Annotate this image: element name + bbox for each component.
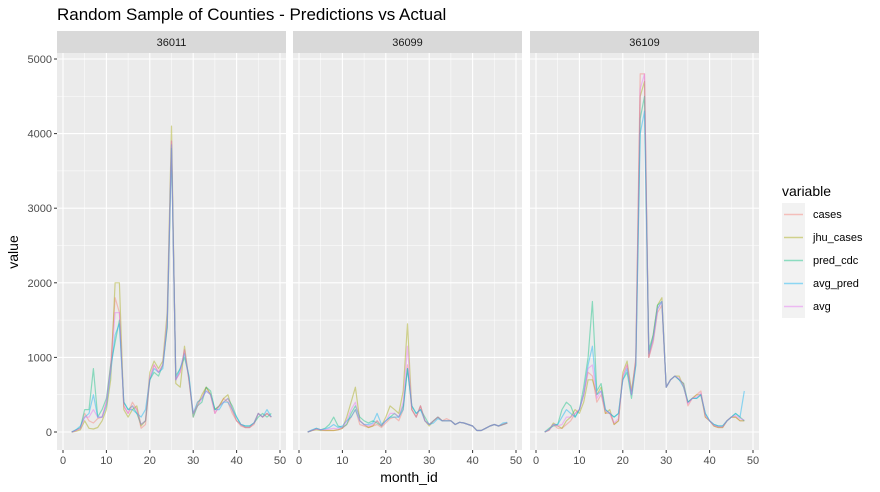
- x-tick-label: 30: [187, 455, 199, 467]
- x-tick-label: 20: [144, 455, 156, 467]
- y-tick-label: 0: [46, 427, 52, 439]
- legend-label: avg: [813, 301, 831, 313]
- series-line-avg: [544, 73, 745, 433]
- x-tick-label: 40: [466, 455, 478, 467]
- facet-strip: [530, 31, 759, 53]
- y-tick-label: 4000: [28, 129, 52, 141]
- series-line-cases: [307, 364, 508, 433]
- facet-strip-label: 36109: [629, 37, 660, 49]
- legend-item-avg_pred: avg_pred: [782, 272, 859, 295]
- series-line-avg: [71, 140, 272, 433]
- chart-title: Random Sample of Counties - Predictions …: [57, 5, 446, 24]
- x-tick-label: 0: [60, 455, 66, 467]
- legend-item-pred_cdc: pred_cdc: [782, 249, 859, 272]
- legend: variable cases jhu_cases pred_cdc avg_preda…: [782, 183, 863, 318]
- series-line-avg: [307, 345, 508, 433]
- series-line-pred_cdc: [71, 147, 272, 433]
- facet-panel-36099: 36099 0 10 20 30 40 50: [293, 31, 522, 467]
- y-tick-label: 1000: [28, 352, 52, 364]
- legend-item-avg: avg: [782, 295, 831, 318]
- facet-panels: 36011 0 10 20 30 40 50 36099 0 10 20 30 40 50 36109 0 10…: [28, 31, 759, 467]
- legend-key: [782, 295, 805, 318]
- legend-key: [782, 226, 805, 249]
- x-tick-label: 50: [274, 455, 286, 467]
- facet-strip: [293, 31, 522, 53]
- x-tick-label: 0: [533, 455, 539, 467]
- x-tick-label: 20: [380, 455, 392, 467]
- series-line-jhu_cases: [71, 125, 272, 433]
- legend-item-cases: cases: [782, 203, 842, 226]
- facet-strip: [57, 31, 286, 53]
- y-tick-label: 2000: [28, 278, 52, 290]
- series-line-cases: [544, 73, 745, 433]
- legend-key: [782, 249, 805, 272]
- facet-panel-36011: 36011 0 10 20 30 40 50: [57, 31, 286, 467]
- legend-label: jhu_cases: [812, 232, 863, 244]
- x-tick-label: 30: [423, 455, 435, 467]
- x-tick-label: 50: [747, 455, 759, 467]
- x-tick-label: 30: [660, 455, 672, 467]
- x-tick-label: 40: [230, 455, 242, 467]
- legend-label: cases: [813, 209, 842, 221]
- x-tick-label: 0: [296, 455, 302, 467]
- series-line-jhu_cases: [544, 80, 745, 433]
- facet-strip-label: 36099: [392, 37, 423, 49]
- x-axis-title: month_id: [380, 469, 438, 485]
- facet-panel-36109: 36109 0 10 20 30 40 50: [530, 31, 759, 467]
- y-axis: 0 1000 2000 3000 4000 5000: [28, 54, 57, 439]
- legend-label: avg_pred: [813, 278, 859, 290]
- facet-strip-label: 36011: [157, 37, 187, 49]
- series-line-pred_cdc: [307, 368, 508, 433]
- y-axis-title: value: [5, 235, 21, 269]
- x-tick-label: 50: [510, 455, 522, 467]
- legend-label: pred_cdc: [813, 255, 859, 267]
- x-tick-label: 20: [617, 455, 629, 467]
- y-tick-label: 3000: [28, 203, 52, 215]
- legend-key: [782, 203, 805, 226]
- legend-key: [782, 272, 805, 295]
- series-line-pred_cdc: [544, 95, 745, 433]
- legend-item-jhu_cases: jhu_cases: [782, 226, 863, 249]
- series-line-avg_pred: [544, 110, 745, 433]
- series-line-cases: [71, 140, 272, 433]
- x-tick-label: 10: [100, 455, 112, 467]
- x-tick-label: 10: [573, 455, 585, 467]
- legend-title: variable: [782, 183, 831, 199]
- x-tick-label: 40: [703, 455, 715, 467]
- series-line-jhu_cases: [307, 323, 508, 433]
- series-line-avg_pred: [307, 368, 508, 433]
- x-tick-label: 10: [336, 455, 348, 467]
- series-line-avg_pred: [71, 144, 272, 433]
- y-tick-label: 5000: [28, 54, 52, 66]
